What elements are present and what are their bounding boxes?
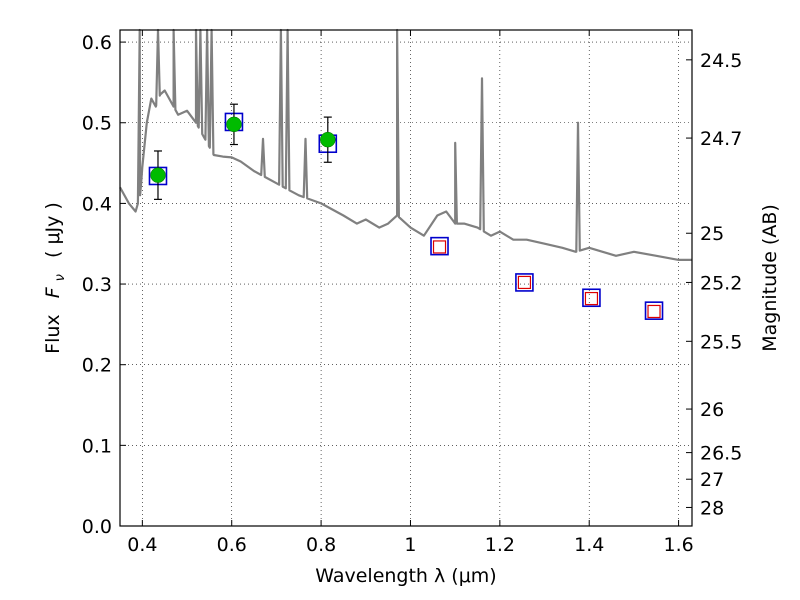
blue-square-marker — [582, 288, 601, 308]
y-tick-label: 0.2 — [82, 355, 112, 377]
y2-tick-label: 25 — [700, 223, 724, 245]
spectrum-line — [119, 28, 692, 261]
y-tick-label: 0.1 — [82, 435, 112, 457]
y2-tick-label: 26.5 — [700, 443, 742, 465]
x-tick-label: 0.4 — [127, 534, 157, 556]
green-circle-marker — [320, 131, 336, 148]
red-square-marker — [517, 275, 532, 290]
axis-labels: Wavelength λ (μm) Flux F ν ( μJy ) Magni… — [42, 202, 781, 587]
x-tick-label: 1 — [404, 534, 416, 556]
y-axis-label: Flux F ν ( μJy ) — [42, 202, 69, 354]
red-square-marker — [647, 304, 661, 319]
y2-tick-label: 28 — [700, 497, 724, 519]
y2-tick-label: 26 — [700, 399, 724, 421]
y-tick-label: 0.5 — [82, 113, 112, 135]
y-axis-label-symbol: F — [42, 286, 64, 298]
y2-tick-label: 24.7 — [700, 128, 742, 150]
x-tick-label: 0.8 — [306, 534, 336, 556]
y2-tick-label: 24.5 — [700, 50, 742, 72]
green-circle-marker — [150, 167, 166, 183]
x-tick-label: 1.6 — [663, 534, 693, 556]
red-square-marker — [584, 291, 599, 306]
x-axis-label: Wavelength λ (μm) — [315, 565, 496, 587]
axis-ticks: 0.4 0.6 0.8 1 1.2 1.4 1.6 0.0 0.1 0.2 0.3 0.4 0.5 0.6… — [82, 30, 742, 556]
y-tick-label: 0.0 — [82, 516, 112, 538]
y-axis-label-subscript: ν — [53, 274, 68, 281]
y2-tick-label: 27 — [700, 469, 724, 491]
blue-square-marker — [430, 236, 449, 256]
x-tick-label: 1.4 — [574, 534, 604, 556]
red-square-marker — [432, 240, 447, 254]
data-points — [148, 103, 664, 320]
spectrum-series — [119, 28, 692, 261]
y2-tick-label: 25.5 — [700, 331, 742, 353]
y-tick-label: 0.3 — [82, 274, 112, 296]
y-tick-label: 0.4 — [82, 193, 112, 215]
y2-axis-label: Magnitude (AB) — [759, 204, 781, 352]
plot-frame — [119, 29, 693, 527]
blue-square-marker — [515, 273, 534, 292]
y-tick-label: 0.6 — [82, 32, 112, 54]
blue-square-marker — [644, 301, 664, 320]
green-circle-marker — [226, 116, 242, 133]
x-tick-label: 1.2 — [485, 534, 515, 556]
y-axis-label-unit: ( μJy ) — [42, 202, 64, 258]
x-tick-label: 0.6 — [217, 534, 247, 556]
y-axis-label-prefix: Flux — [42, 314, 64, 354]
y2-tick-label: 25.2 — [700, 272, 742, 294]
